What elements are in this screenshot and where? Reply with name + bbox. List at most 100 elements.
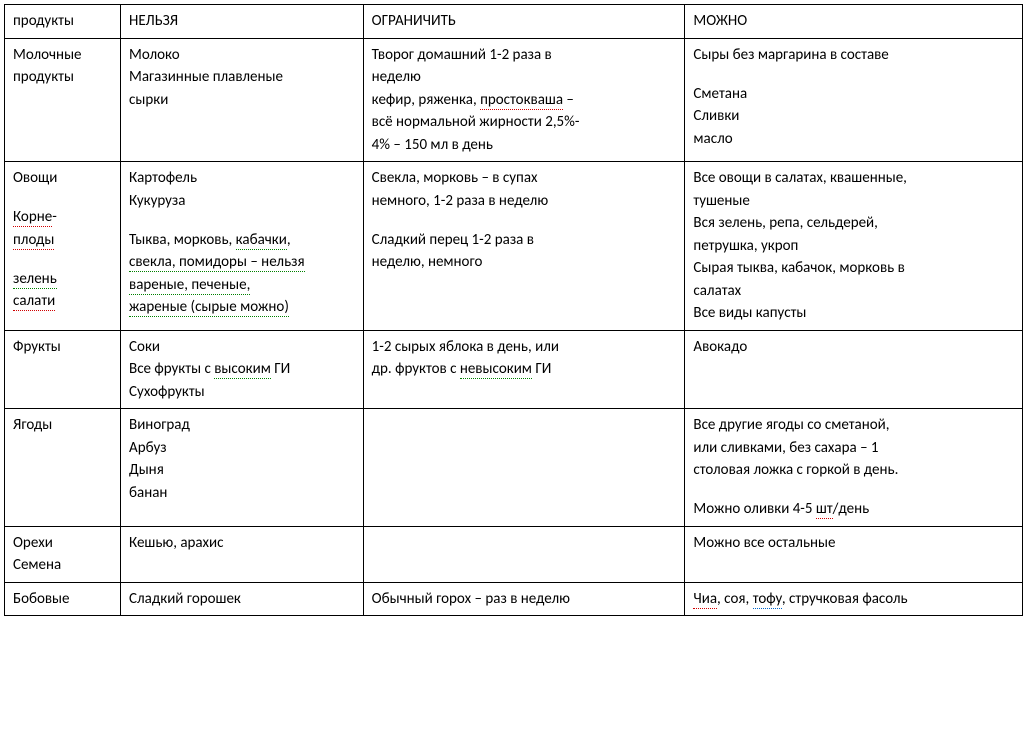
- cell-line: Все виды капусты: [693, 302, 1014, 325]
- proofed-word: Корне: [13, 208, 52, 227]
- yes-cell: Сыры без маргарина в составе Сметана Сли…: [685, 38, 1023, 162]
- text-fragment: -: [52, 208, 57, 226]
- text-fragment: , соя,: [717, 590, 753, 608]
- no-cell: Соки Все фрукты с высоким ГИ Сухофрукты: [121, 330, 364, 409]
- proofed-word: зелень: [13, 270, 57, 289]
- text-fragment: ,: [287, 231, 291, 249]
- header-no: НЕЛЬЗЯ: [121, 5, 364, 39]
- table-row: Ягоды Виноград Арбуз Дыня банан Все друг…: [5, 409, 1023, 527]
- blank-line: [693, 482, 1014, 499]
- table-row: Орехи Семена Кешью, арахис Можно все ост…: [5, 526, 1023, 582]
- text-fragment: др. фруктов с: [372, 360, 460, 378]
- cell-line: 1-2 сырых яблока в день, или: [372, 336, 677, 359]
- cell-line: др. фруктов с невысоким ГИ: [372, 358, 677, 381]
- cell-line: свекла, помидоры – нельзя: [129, 251, 355, 274]
- proofed-word: простокваша: [480, 91, 563, 110]
- proofed-word: плоды: [13, 231, 54, 250]
- text-fragment: кефир, ряженка,: [372, 91, 480, 109]
- no-cell: Виноград Арбуз Дыня банан: [121, 409, 364, 527]
- yes-cell: Все овощи в салатах, квашенные, тушеные …: [685, 162, 1023, 331]
- blank-line: [372, 212, 677, 229]
- cell-line: петрушка, укроп: [693, 235, 1014, 258]
- cell-line: Свекла, морковь – в супах: [372, 167, 677, 190]
- cell-line: вареные, печеные,: [129, 274, 355, 297]
- cell-line: зелень: [13, 268, 112, 291]
- category-cell: Орехи Семена: [5, 526, 121, 582]
- limit-cell: Обычный горох – раз в неделю: [363, 582, 685, 616]
- proofed-word: вареные, печеные,: [129, 276, 250, 295]
- cell-line: продукты: [13, 66, 112, 89]
- cell-line: Арбуз: [129, 437, 355, 460]
- cell-line: неделю, немного: [372, 251, 677, 274]
- cell-line: банан: [129, 482, 355, 505]
- proofed-word: Чиа: [693, 590, 717, 609]
- cell-line: Творог домашний 1-2 раза в: [372, 44, 677, 67]
- text-fragment: –: [563, 91, 574, 109]
- proofed-word: невысоким: [460, 360, 532, 379]
- cell-line: Овощи: [13, 167, 112, 190]
- cell-line: тушеные: [693, 190, 1014, 213]
- table-header-row: продукты НЕЛЬЗЯ ОГРАНИЧИТЬ МОЖНО: [5, 5, 1023, 39]
- no-cell: Молоко Магазинные плавленые сырки: [121, 38, 364, 162]
- cell-line: Фрукты: [13, 336, 112, 359]
- header-limit: ОГРАНИЧИТЬ: [363, 5, 685, 39]
- cell-line: кефир, ряженка, простокваша –: [372, 89, 677, 112]
- cell-line: Бобовые: [13, 588, 112, 611]
- no-cell: Картофель Кукуруза Тыква, морковь, кабач…: [121, 162, 364, 331]
- cell-line: Картофель: [129, 167, 355, 190]
- cell-line: столовая ложка с горкой в день.: [693, 459, 1014, 482]
- cell-line: Сметана: [693, 83, 1014, 106]
- proofed-word: тофу: [753, 590, 782, 609]
- cell-line: Авокадо: [693, 336, 1014, 359]
- cell-line: 4% – 150 мл в день: [372, 134, 677, 157]
- text-fragment: Можно оливки 4-5: [693, 500, 815, 518]
- cell-line: сырки: [129, 89, 355, 112]
- header-yes: МОЖНО: [685, 5, 1023, 39]
- text-fragment: ГИ: [271, 360, 290, 378]
- cell-line: Соки: [129, 336, 355, 359]
- text-fragment: , стручковая фасоль: [782, 590, 908, 608]
- blank-line: [129, 212, 355, 229]
- cell-line: Дыня: [129, 459, 355, 482]
- cell-line: Кешью, арахис: [129, 532, 355, 555]
- limit-cell: 1-2 сырых яблока в день, или др. фруктов…: [363, 330, 685, 409]
- cell-line: плоды: [13, 229, 112, 252]
- cell-line: Орехи: [13, 532, 112, 555]
- table-row: Овощи Корне- плоды зелень салати Картофе…: [5, 162, 1023, 331]
- table-row: Бобовые Сладкий горошек Обычный горох – …: [5, 582, 1023, 616]
- cell-line: Чиа, соя, тофу, стручковая фасоль: [693, 588, 1014, 611]
- text-fragment: Все фрукты с: [129, 360, 214, 378]
- cell-line: Сырая тыква, кабачок, морковь в: [693, 257, 1014, 280]
- blank-line: [13, 190, 112, 207]
- yes-cell: Чиа, соя, тофу, стручковая фасоль: [685, 582, 1023, 616]
- yes-cell: Все другие ягоды со сметаной, или сливка…: [685, 409, 1023, 527]
- proofed-word: высоким: [214, 360, 271, 379]
- text-fragment: ГИ: [532, 360, 551, 378]
- cell-line: Все овощи в салатах, квашенные,: [693, 167, 1014, 190]
- cell-line: Сыры без маргарина в составе: [693, 44, 1014, 67]
- category-cell: Фрукты: [5, 330, 121, 409]
- cell-line: Сладкий перец 1-2 раза в: [372, 229, 677, 252]
- cell-line: Семена: [13, 554, 112, 577]
- proofed-word: салати: [13, 292, 55, 311]
- yes-cell: Можно все остальные: [685, 526, 1023, 582]
- proofed-word: свекла, помидоры – нельзя: [129, 253, 305, 272]
- proofed-word: кабачки: [236, 231, 287, 250]
- blank-line: [13, 251, 112, 268]
- table-row: Фрукты Соки Все фрукты с высоким ГИ Сухо…: [5, 330, 1023, 409]
- cell-line: Вся зелень, репа, сельдерей,: [693, 212, 1014, 235]
- cell-line: салатах: [693, 280, 1014, 303]
- cell-line: неделю: [372, 66, 677, 89]
- category-cell: Молочные продукты: [5, 38, 121, 162]
- cell-line: жареные (сырые можно): [129, 296, 355, 319]
- cell-line: Сухофрукты: [129, 381, 355, 404]
- limit-cell: Свекла, морковь – в супах немного, 1-2 р…: [363, 162, 685, 331]
- cell-line: Обычный горох – раз в неделю: [372, 588, 677, 611]
- cell-line: Молоко: [129, 44, 355, 67]
- cell-line: Виноград: [129, 414, 355, 437]
- category-cell: Ягоды: [5, 409, 121, 527]
- text-fragment: Тыква, морковь,: [129, 231, 236, 249]
- cell-line: Можно оливки 4-5 шт/день: [693, 498, 1014, 521]
- blank-line: [693, 66, 1014, 83]
- cell-line: Кукуруза: [129, 190, 355, 213]
